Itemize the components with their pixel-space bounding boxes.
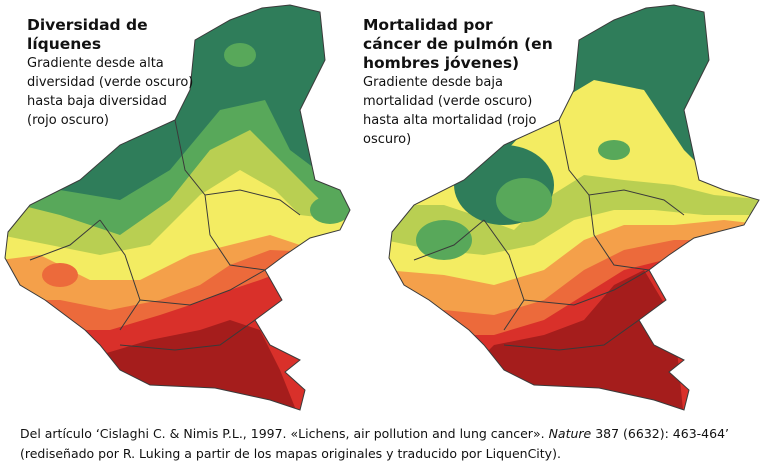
province-borders xyxy=(388,4,760,411)
lichen-diversity-map xyxy=(4,4,351,411)
citation: Del artículo ‘Cislaghi C. & Nimis P.L., … xyxy=(20,424,760,464)
left-map-description: Gradiente desde alta diversidad (verde o… xyxy=(27,56,194,128)
left-map-legend: Diversidad de líquenes Gradiente desde a… xyxy=(27,16,197,130)
right-map-title: Mortalidad por cáncer de pulmón (en homb… xyxy=(363,16,553,72)
citation-suffix: 387 (6632): 463-464’ (rediseñado por R. … xyxy=(20,426,730,461)
right-map-legend: Mortalidad por cáncer de pulmón (en homb… xyxy=(363,16,553,149)
lung-cancer-mortality-map xyxy=(388,4,760,411)
province-borders xyxy=(4,4,351,411)
left-map-title: Diversidad de líquenes xyxy=(27,16,148,53)
right-map-description: Gradiente desde baja mortalidad (verde o… xyxy=(363,75,537,147)
citation-journal: Nature xyxy=(548,426,592,441)
citation-prefix: Del artículo ‘Cislaghi C. & Nimis P.L., … xyxy=(20,426,545,441)
